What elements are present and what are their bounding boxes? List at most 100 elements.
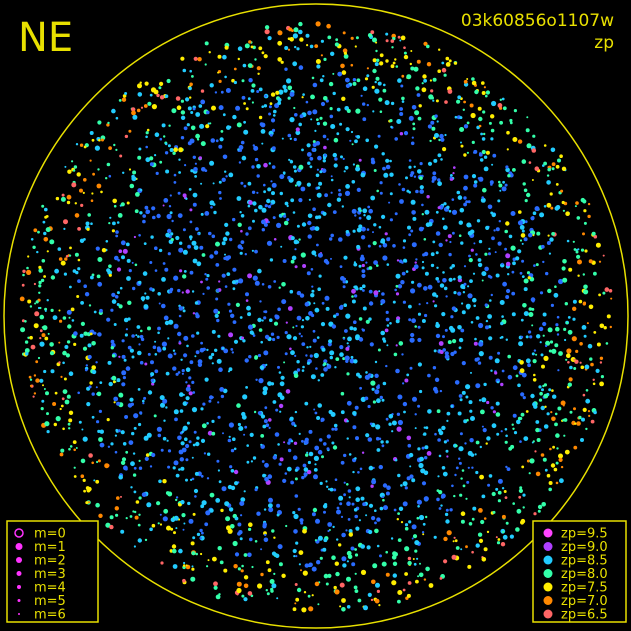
zp-marker — [543, 582, 553, 592]
star — [545, 340, 551, 346]
star — [474, 357, 479, 362]
star — [520, 233, 526, 238]
star — [256, 90, 260, 93]
star — [430, 263, 435, 268]
star — [512, 502, 515, 505]
star — [116, 291, 120, 295]
star — [78, 420, 82, 424]
star — [117, 213, 123, 218]
star — [332, 72, 335, 75]
star — [411, 537, 414, 540]
star — [484, 266, 489, 272]
star — [128, 168, 132, 171]
star — [195, 552, 198, 556]
star — [284, 201, 289, 206]
star — [185, 97, 190, 102]
star — [232, 437, 236, 442]
star — [380, 440, 384, 444]
star — [385, 491, 390, 496]
star — [474, 337, 477, 341]
star — [195, 112, 201, 117]
star — [269, 258, 274, 262]
star — [140, 296, 146, 301]
star — [257, 583, 263, 589]
star — [39, 337, 42, 340]
star — [488, 355, 493, 360]
star — [567, 316, 571, 319]
zp-marker — [543, 528, 553, 538]
star — [316, 192, 322, 198]
star — [161, 303, 166, 309]
star — [492, 410, 496, 414]
star — [209, 160, 215, 166]
star — [209, 492, 215, 498]
star — [305, 354, 308, 357]
star — [351, 502, 355, 506]
star — [488, 336, 493, 341]
star — [364, 396, 369, 401]
star — [455, 546, 460, 550]
star — [264, 533, 267, 537]
star — [171, 219, 174, 223]
title: 03k60856o1107w — [461, 11, 614, 31]
star — [264, 334, 270, 340]
star — [98, 437, 103, 442]
star — [315, 141, 321, 146]
star — [60, 404, 64, 408]
star — [283, 220, 289, 226]
star — [437, 181, 442, 187]
star — [539, 291, 544, 295]
star — [200, 504, 205, 509]
star — [209, 254, 214, 259]
star — [257, 353, 262, 358]
star — [307, 161, 311, 165]
star — [362, 117, 367, 122]
star — [336, 506, 340, 510]
star — [378, 464, 383, 470]
star — [179, 392, 184, 397]
star — [449, 176, 453, 179]
star — [87, 343, 92, 348]
star — [403, 51, 407, 55]
star — [342, 563, 347, 568]
star — [46, 412, 49, 416]
star — [156, 426, 162, 432]
star — [587, 410, 591, 413]
star — [115, 234, 119, 238]
star — [228, 332, 234, 338]
star — [185, 381, 188, 384]
star — [382, 243, 388, 248]
star — [40, 278, 45, 283]
star — [257, 72, 260, 76]
star — [571, 336, 577, 342]
star — [482, 110, 486, 114]
star — [464, 442, 467, 445]
star — [472, 506, 477, 511]
star — [418, 514, 425, 521]
star — [281, 137, 284, 140]
star — [403, 131, 409, 136]
star — [408, 520, 412, 524]
star — [415, 579, 419, 584]
star — [91, 138, 95, 142]
star — [512, 413, 517, 418]
star — [467, 231, 473, 236]
star — [483, 517, 487, 520]
star — [440, 158, 443, 161]
star — [132, 286, 136, 291]
star — [468, 258, 473, 263]
star — [434, 377, 440, 382]
star — [384, 232, 388, 236]
star — [417, 404, 421, 408]
star — [432, 292, 437, 297]
star — [118, 474, 123, 480]
star — [412, 396, 417, 402]
star — [27, 336, 30, 339]
star — [114, 506, 120, 511]
star — [271, 191, 275, 196]
star — [302, 264, 307, 268]
star — [360, 235, 366, 240]
star — [281, 573, 286, 578]
star — [437, 206, 441, 210]
star — [311, 566, 317, 572]
